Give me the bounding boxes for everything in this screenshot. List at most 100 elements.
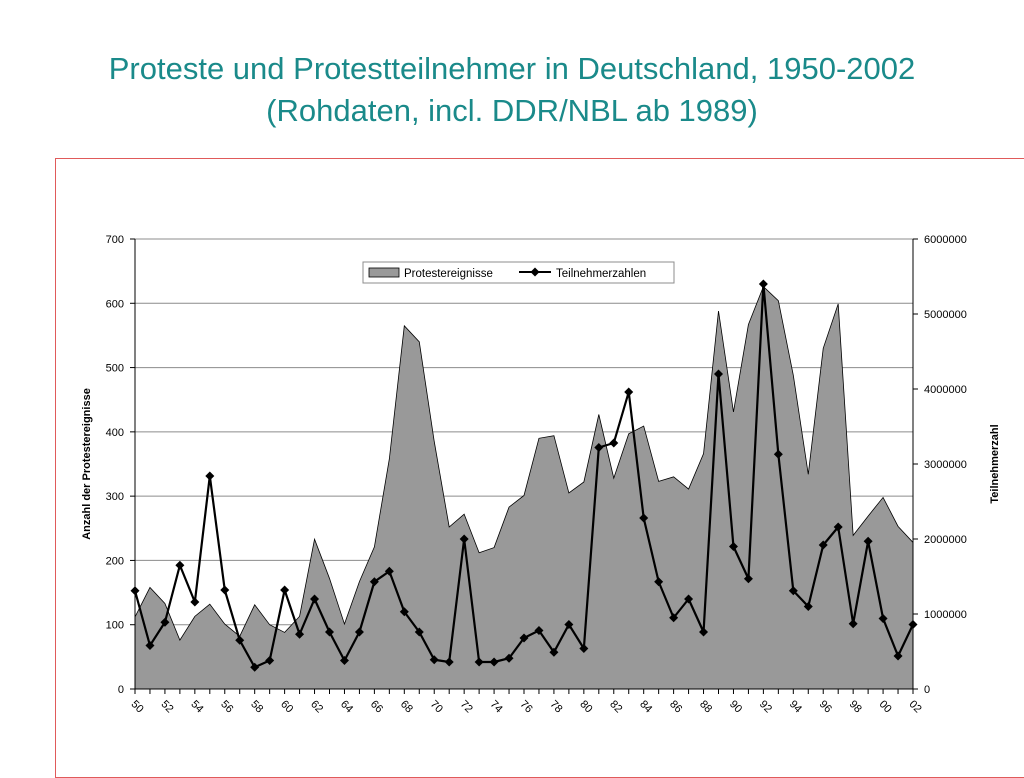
y2-tick-label: 5000000 bbox=[924, 309, 967, 321]
teilnehmerzahlen-point bbox=[594, 443, 604, 452]
x-tick-label: 50 bbox=[129, 698, 146, 715]
legend: Protestereignisse Teilnehmerzahlen bbox=[362, 261, 675, 284]
teilnehmerzahlen-point bbox=[654, 577, 664, 587]
x-tick-label: 96 bbox=[817, 698, 834, 715]
teilnehmerzahlen-point bbox=[758, 279, 768, 289]
teilnehmerzahlen-point bbox=[235, 635, 245, 645]
x-tick-label: 66 bbox=[368, 698, 385, 715]
x-tick-label: 98 bbox=[847, 698, 864, 715]
legend-area-swatch bbox=[368, 267, 400, 278]
protestereignisse-area bbox=[134, 285, 914, 690]
x-tick-label: 90 bbox=[727, 698, 744, 715]
teilnehmerzahlen-point bbox=[384, 566, 394, 576]
teilnehmerzahlen-point bbox=[714, 369, 723, 379]
teilnehmerzahlen-point bbox=[848, 619, 858, 629]
teilnehmerzahlen-point bbox=[265, 656, 275, 665]
y-tick-label: 500 bbox=[106, 363, 124, 375]
teilnehmerzahlen-point bbox=[414, 627, 424, 637]
x-tick-label: 84 bbox=[637, 698, 654, 715]
x-tick-label: 78 bbox=[547, 698, 564, 715]
y-tick-label: 700 bbox=[106, 234, 124, 246]
teilnehmerzahlen-markers bbox=[130, 279, 918, 672]
y-tick-label: 300 bbox=[106, 491, 124, 503]
y-tick-label: 600 bbox=[106, 298, 124, 310]
teilnehmerzahlen-point bbox=[579, 644, 589, 653]
y-tick-label: 400 bbox=[106, 427, 124, 439]
x-tick-label: 94 bbox=[787, 698, 804, 715]
teilnehmerzahlen-point bbox=[489, 657, 499, 667]
teilnehmerzahlen-point bbox=[833, 522, 843, 532]
teilnehmerzahlen-point bbox=[310, 594, 320, 604]
x-tick-label: 60 bbox=[278, 698, 295, 715]
x-tick-label: 58 bbox=[248, 698, 265, 715]
teilnehmerzahlen-point bbox=[295, 629, 305, 639]
y2-tick-label: 1000000 bbox=[924, 609, 967, 621]
teilnehmerzahlen-point bbox=[160, 617, 170, 627]
x-tick-label: 02 bbox=[907, 698, 924, 715]
teilnehmerzahlen-point bbox=[773, 449, 783, 459]
y2-tick-label: 0 bbox=[924, 684, 930, 696]
x-tick-label: 76 bbox=[518, 698, 535, 715]
teilnehmerzahlen-point bbox=[474, 657, 484, 667]
teilnehmerzahlen-point bbox=[519, 633, 529, 643]
y2-tick-label: 3000000 bbox=[924, 459, 967, 471]
teilnehmerzahlen-point bbox=[863, 536, 873, 546]
teilnehmerzahlen-point bbox=[325, 627, 334, 637]
teilnehmerzahlen-point bbox=[354, 627, 364, 637]
teilnehmerzahlen-point bbox=[639, 513, 649, 523]
y2-axis-title: Teilnehmerzahl bbox=[989, 424, 1001, 503]
slide-title-line2: (Rohdaten, incl. DDR/NBL ab 1989) bbox=[266, 93, 758, 128]
teilnehmerzahlen-point bbox=[429, 655, 439, 665]
y-tick-label: 100 bbox=[106, 620, 124, 632]
teilnehmerzahlen-point bbox=[250, 662, 260, 672]
teilnehmerzahlen-point bbox=[339, 656, 349, 665]
teilnehmerzahlen-point bbox=[743, 574, 753, 584]
teilnehmerzahlen-point bbox=[504, 653, 514, 663]
legend-label-protestereignisse: Protestereignisse bbox=[404, 268, 493, 280]
teilnehmerzahlen-point bbox=[818, 540, 828, 550]
teilnehmerzahlen-point bbox=[624, 387, 634, 397]
x-tick-label: 74 bbox=[488, 698, 505, 715]
teilnehmerzahlen-point bbox=[728, 542, 738, 551]
y2-tick-label: 2000000 bbox=[924, 534, 967, 546]
teilnehmerzahlen-point bbox=[609, 438, 619, 448]
teilnehmerzahlen-point bbox=[280, 585, 290, 595]
teilnehmerzahlen-point bbox=[803, 602, 813, 611]
x-tick-label: 68 bbox=[398, 698, 415, 715]
teilnehmerzahlen-point bbox=[564, 620, 574, 629]
x-tick-label: 86 bbox=[667, 698, 684, 715]
y-tick-label: 0 bbox=[118, 684, 124, 696]
teilnehmerzahlen-point bbox=[175, 560, 185, 570]
y-tick-label: 200 bbox=[106, 555, 124, 567]
y2-tick-label: 6000000 bbox=[924, 234, 967, 246]
teilnehmerzahlen-point bbox=[444, 657, 454, 667]
y-axis-title: Anzahl der Protestereignisse bbox=[81, 388, 93, 540]
teilnehmerzahlen-point bbox=[893, 651, 903, 661]
x-tick-label: 82 bbox=[607, 698, 624, 715]
teilnehmerzahlen-point bbox=[399, 607, 409, 617]
teilnehmerzahlen-point bbox=[205, 471, 215, 481]
teilnehmerzahlen-point bbox=[684, 594, 694, 604]
teilnehmerzahlen-point bbox=[220, 585, 230, 595]
x-tick-label: 52 bbox=[158, 698, 175, 715]
teilnehmerzahlen-point bbox=[699, 627, 709, 637]
x-tick-label: 54 bbox=[188, 698, 205, 715]
x-tick-label: 72 bbox=[458, 698, 475, 715]
teilnehmerzahlen-point bbox=[369, 577, 379, 587]
teilnehmerzahlen-point bbox=[669, 613, 679, 623]
x-tick-label: 92 bbox=[757, 698, 774, 715]
teilnehmerzahlen-point bbox=[549, 647, 559, 657]
x-tick-label: 70 bbox=[428, 698, 445, 715]
slide-title-line1: Proteste und Protestteilnehmer in Deutsc… bbox=[108, 51, 916, 86]
teilnehmerzahlen-point bbox=[534, 626, 544, 635]
legend-label-teilnehmerzahlen: Teilnehmerzahlen bbox=[556, 268, 646, 280]
teilnehmerzahlen-point bbox=[145, 641, 155, 650]
slide-title: Proteste und Protestteilnehmer in Deutsc… bbox=[0, 48, 1024, 132]
teilnehmerzahlen-point bbox=[878, 614, 888, 623]
teilnehmerzahlen-point bbox=[788, 586, 798, 596]
x-tick-label: 00 bbox=[877, 698, 894, 715]
teilnehmerzahlen-point bbox=[908, 620, 918, 629]
x-tick-label: 80 bbox=[577, 698, 594, 715]
x-tick-label: 88 bbox=[697, 698, 714, 715]
